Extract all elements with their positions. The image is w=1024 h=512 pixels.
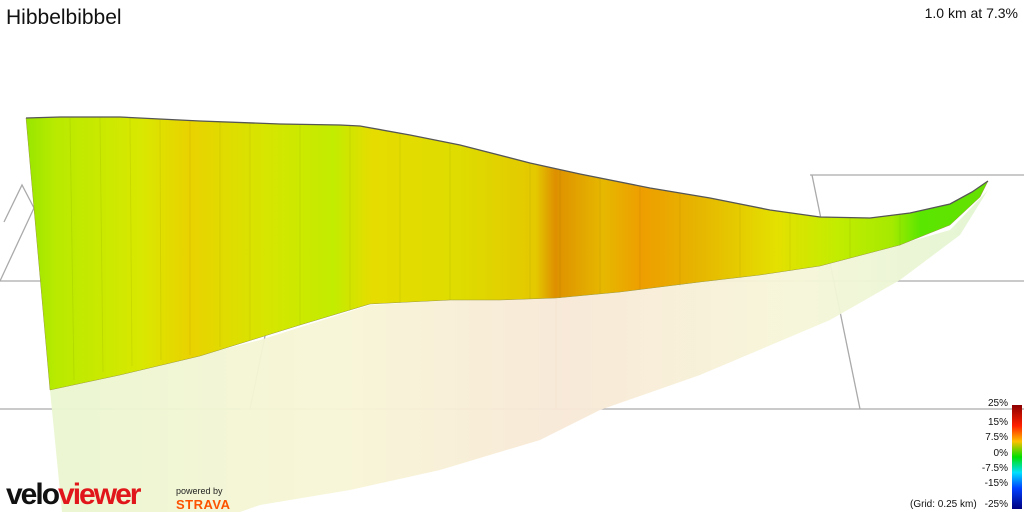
- legend-label: 25%: [987, 398, 1008, 409]
- profile-shadow: [50, 190, 988, 512]
- legend-label: -15%: [984, 478, 1008, 489]
- gradient-stripes: [69, 116, 901, 381]
- legend-label: 0%: [993, 448, 1008, 459]
- gradient-colorbar: [1012, 405, 1022, 509]
- segment-summary: 1.0 km at 7.3%: [924, 5, 1018, 21]
- strava-logo[interactable]: STRAVA: [176, 497, 231, 512]
- gradient-legend: 25% 15% 7.5% 0% -7.5% -15% -25%: [900, 398, 1008, 510]
- veloviewer-logo[interactable]: veloviewer: [6, 478, 141, 511]
- grid-note: (Grid: 0.25 km): [910, 499, 977, 510]
- legend-label: -7.5%: [981, 463, 1008, 474]
- legend-label: 15%: [987, 417, 1008, 428]
- legend-label: -25%: [984, 499, 1008, 510]
- logo-part-velo: velo: [6, 478, 60, 511]
- powered-by-text: powered by: [176, 486, 223, 496]
- logo-part-viewer: viewer: [58, 478, 141, 511]
- segment-title: Hibbelbibbel: [6, 6, 122, 29]
- legend-label: 7.5%: [985, 432, 1008, 443]
- profile-top-edge: [25, 116, 989, 219]
